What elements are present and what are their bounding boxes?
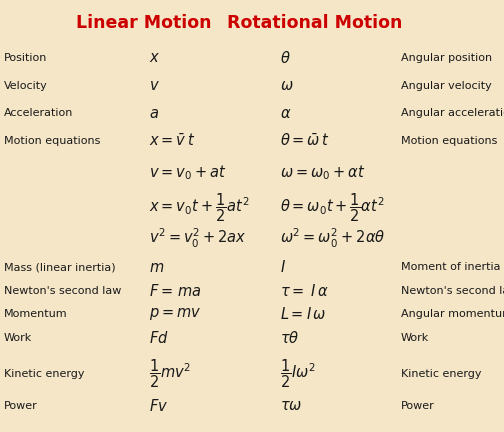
Text: Kinetic energy: Kinetic energy [401, 369, 481, 379]
Text: Position: Position [4, 53, 47, 63]
Text: $\tau\theta$: $\tau\theta$ [280, 330, 299, 346]
Text: Power: Power [4, 401, 38, 411]
Text: Angular momentum: Angular momentum [401, 309, 504, 319]
Text: $\omega = \omega_0 + \alpha t$: $\omega = \omega_0 + \alpha t$ [280, 164, 365, 182]
Text: $Fd$: $Fd$ [149, 330, 168, 346]
Text: Newton's second law: Newton's second law [401, 286, 504, 296]
Text: Mass (linear inertia): Mass (linear inertia) [4, 262, 115, 272]
Text: $\theta=\bar{\omega}\,t$: $\theta=\bar{\omega}\,t$ [280, 133, 330, 149]
Text: Moment of inertia: Moment of inertia [401, 262, 500, 272]
Text: $\dfrac{1}{2}mv^2$: $\dfrac{1}{2}mv^2$ [149, 358, 191, 390]
Text: Rotational Motion: Rotational Motion [227, 14, 403, 32]
Text: $x = v_0 t + \dfrac{1}{2}at^2$: $x = v_0 t + \dfrac{1}{2}at^2$ [149, 192, 249, 224]
Text: Motion equations: Motion equations [4, 136, 100, 146]
Text: $I$: $I$ [280, 259, 286, 275]
Text: $v^2 = v_0^2 + 2ax$: $v^2 = v_0^2 + 2ax$ [149, 226, 246, 250]
Text: $\omega$: $\omega$ [280, 79, 293, 93]
Text: $\dfrac{1}{2}I\omega^2$: $\dfrac{1}{2}I\omega^2$ [280, 358, 316, 390]
Text: Power: Power [401, 401, 434, 411]
Text: $x=\bar{v}\,t$: $x=\bar{v}\,t$ [149, 133, 195, 149]
Text: $\theta = \omega_0 t + \dfrac{1}{2}\alpha t^2$: $\theta = \omega_0 t + \dfrac{1}{2}\alph… [280, 192, 385, 224]
Text: $\theta$: $\theta$ [280, 50, 290, 66]
Text: Momentum: Momentum [4, 309, 68, 319]
Text: $\alpha$: $\alpha$ [280, 105, 291, 121]
Text: $\tau\omega$: $\tau\omega$ [280, 398, 302, 413]
Text: $x$: $x$ [149, 51, 160, 66]
Text: Linear Motion: Linear Motion [76, 14, 211, 32]
Text: $L=I\,\omega$: $L=I\,\omega$ [280, 306, 326, 322]
Text: Angular acceleration: Angular acceleration [401, 108, 504, 118]
Text: Kinetic energy: Kinetic energy [4, 369, 85, 379]
Text: Work: Work [401, 333, 429, 343]
Text: Angular velocity: Angular velocity [401, 81, 491, 91]
Text: $p=mv$: $p=mv$ [149, 306, 201, 322]
Text: $\omega^2 = \omega_0^2 + 2\alpha\theta$: $\omega^2 = \omega_0^2 + 2\alpha\theta$ [280, 226, 385, 250]
Text: $m$: $m$ [149, 260, 164, 274]
Text: Work: Work [4, 333, 32, 343]
Text: Velocity: Velocity [4, 81, 48, 91]
Text: Angular position: Angular position [401, 53, 492, 63]
Text: $F=\,ma$: $F=\,ma$ [149, 283, 202, 299]
Text: $v = v_0 + at$: $v = v_0 + at$ [149, 164, 226, 182]
Text: Newton's second law: Newton's second law [4, 286, 121, 296]
Text: Motion equations: Motion equations [401, 136, 497, 146]
Text: Acceleration: Acceleration [4, 108, 74, 118]
Text: $Fv$: $Fv$ [149, 398, 168, 414]
Text: $v$: $v$ [149, 79, 159, 93]
Text: $a$: $a$ [149, 105, 159, 121]
Text: $\tau=\; I\,\alpha$: $\tau=\; I\,\alpha$ [280, 283, 329, 299]
